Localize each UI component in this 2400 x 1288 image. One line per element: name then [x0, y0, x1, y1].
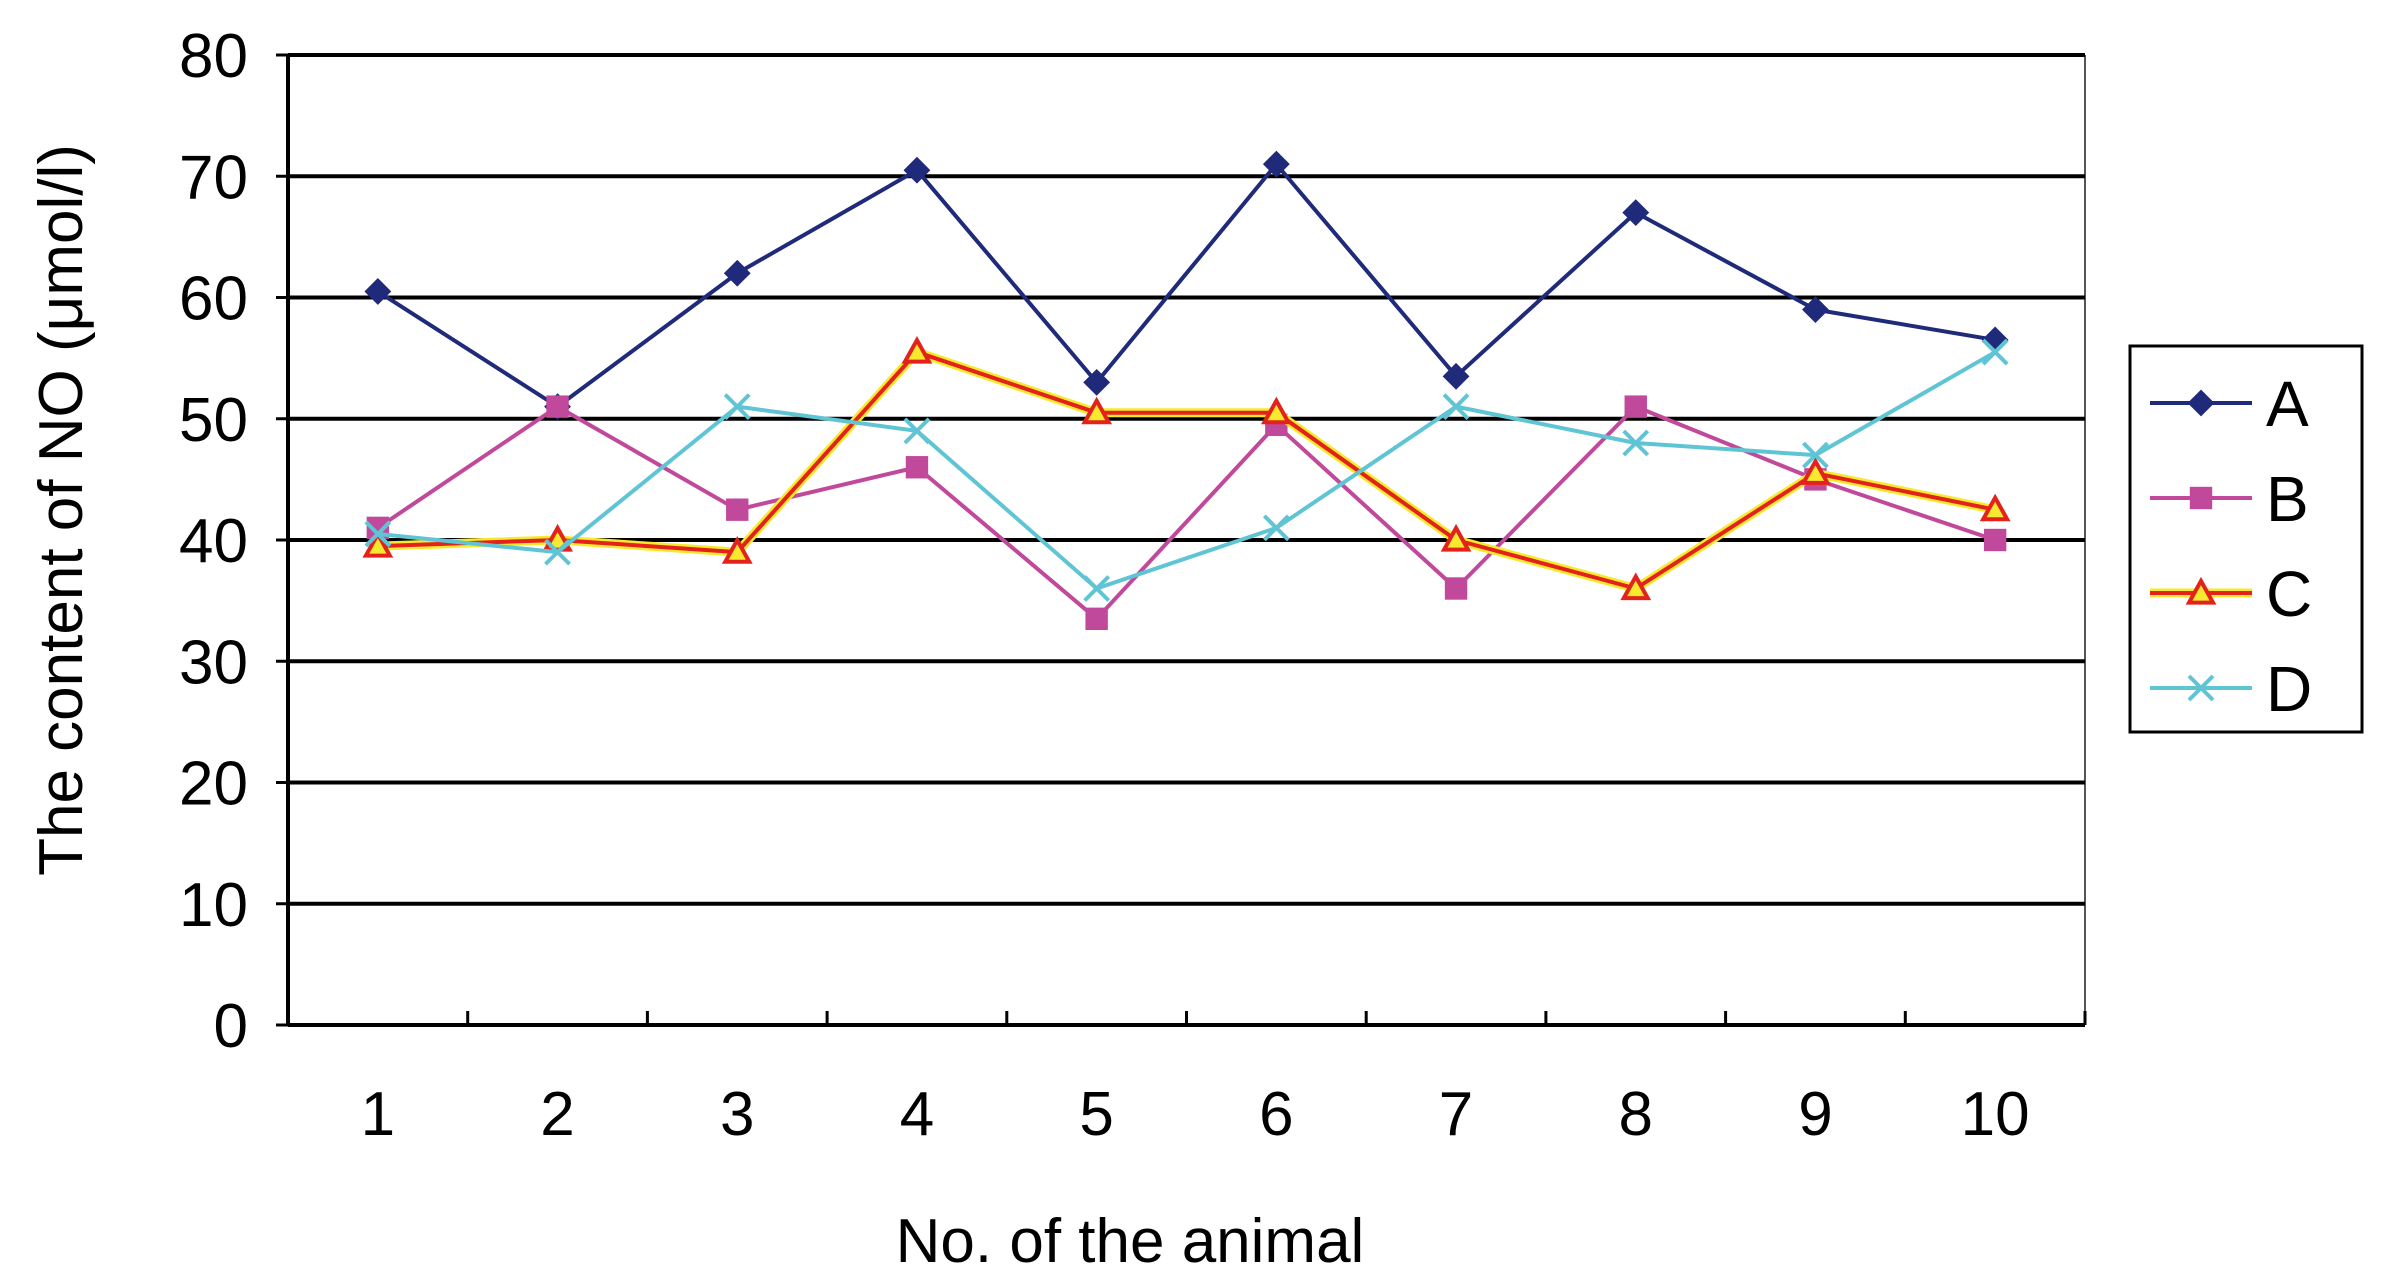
series-d-point-stroke-b: [544, 538, 571, 566]
series-c-point: [1440, 523, 1472, 552]
x-axis-title: No. of the animal: [896, 1207, 1365, 1276]
series-c-point: [1620, 572, 1652, 601]
series-b-line: [376, 404, 1996, 621]
series-c-point: [721, 536, 753, 564]
y-tick-label: 60: [179, 265, 248, 334]
series-b-point: [1085, 607, 1108, 631]
y-tick-label: 40: [179, 507, 248, 576]
series-d-point-stroke-b: [1981, 338, 2009, 366]
x-tick-label: 6: [1259, 1080, 1293, 1149]
series-d-point-stroke-b: [1802, 441, 1829, 469]
series-d-point: [1262, 514, 1290, 542]
series-b-point: [1983, 528, 2007, 552]
series-c-point: [1260, 396, 1292, 425]
series-d-point-stroke-b: [1262, 514, 1290, 542]
x-tick-label: 2: [540, 1080, 574, 1149]
series-c-line: [377, 350, 1996, 591]
legend-d-marker-stroke-b: [2187, 674, 2215, 702]
legend-box: [2128, 344, 2364, 734]
series-c-point: [362, 529, 394, 558]
x-tick-label: 8: [1619, 1080, 1653, 1149]
series-d-point: [723, 393, 751, 421]
legend-c-marker: [2185, 576, 2217, 605]
series-d-point: [1981, 338, 2009, 366]
y-tick-label: 70: [179, 143, 248, 212]
legend-b-label: B: [2266, 463, 2309, 535]
x-tick-label: 1: [361, 1080, 395, 1149]
x-tick-label: 4: [900, 1080, 934, 1149]
y-tick-label: 30: [179, 628, 248, 697]
x-tick-label: 9: [1798, 1080, 1832, 1149]
series-c-point: [1800, 457, 1831, 485]
x-tick-label: 3: [720, 1080, 754, 1149]
series-d-point: [1622, 429, 1650, 457]
series-d-point: [364, 520, 392, 548]
y-tick-label: 50: [179, 386, 248, 455]
x-tick-label: 7: [1439, 1080, 1473, 1149]
legend-d-marker: [2187, 674, 2215, 702]
series-b-point: [726, 498, 749, 521]
series-a-point: [1622, 199, 1650, 227]
x-tick-label: 10: [1961, 1080, 2030, 1149]
series-d-point-stroke-b: [903, 417, 931, 445]
series-b-point: [1444, 577, 1468, 600]
series-a-line: [376, 162, 1996, 409]
series-layer: [362, 150, 2011, 631]
x-tick-label: 5: [1079, 1080, 1113, 1149]
series-d-point-stroke-b: [1442, 393, 1470, 421]
series-c-point: [901, 335, 933, 364]
series-a-point: [1442, 362, 1470, 390]
series-d-point-stroke-b: [723, 393, 751, 421]
y-axis-title: The content of NO (μmol/l): [27, 144, 96, 876]
series-a-point: [1981, 326, 2009, 354]
series-c-point: [1979, 493, 2011, 522]
y-tick-label: 80: [179, 22, 248, 91]
series-c-point: [1081, 396, 1113, 425]
axes: 0 10 20 30 40 50 60 70 80 1 2 3 4 5 6 7 8 9 10: [179, 22, 2087, 1149]
y-tick-label: 20: [179, 750, 248, 819]
series-d-point-stroke-b: [364, 520, 392, 548]
series-d-point: [1802, 441, 1829, 469]
series-b-point: [905, 456, 929, 479]
series-b-point: [1624, 395, 1647, 418]
legend-c-label: C: [2266, 558, 2312, 630]
series-d-point: [1442, 393, 1470, 421]
series-b-point: [546, 395, 569, 418]
series-a-point: [364, 278, 392, 305]
series-d-point-stroke-b: [1083, 575, 1111, 602]
legend-d-label: D: [2266, 653, 2312, 725]
legend-b-marker: [2189, 486, 2213, 510]
series-a-point: [1802, 296, 1829, 324]
series-d-point: [903, 417, 931, 445]
legend-a-label: A: [2266, 368, 2309, 440]
legend-a-marker: [2187, 389, 2215, 417]
series-d-point-stroke-b: [1622, 429, 1650, 457]
y-tick-label: 10: [179, 871, 248, 940]
series-d-point: [544, 538, 571, 566]
series-d-line: [377, 350, 1997, 591]
series-a-point: [1083, 368, 1111, 396]
series-a-point: [1262, 150, 1290, 178]
series-a-point: [723, 259, 751, 287]
series-c-halo: [377, 347, 1997, 593]
series-a-point: [903, 156, 931, 184]
y-tick-label: 0: [214, 992, 248, 1061]
series-d-point: [1083, 575, 1111, 602]
